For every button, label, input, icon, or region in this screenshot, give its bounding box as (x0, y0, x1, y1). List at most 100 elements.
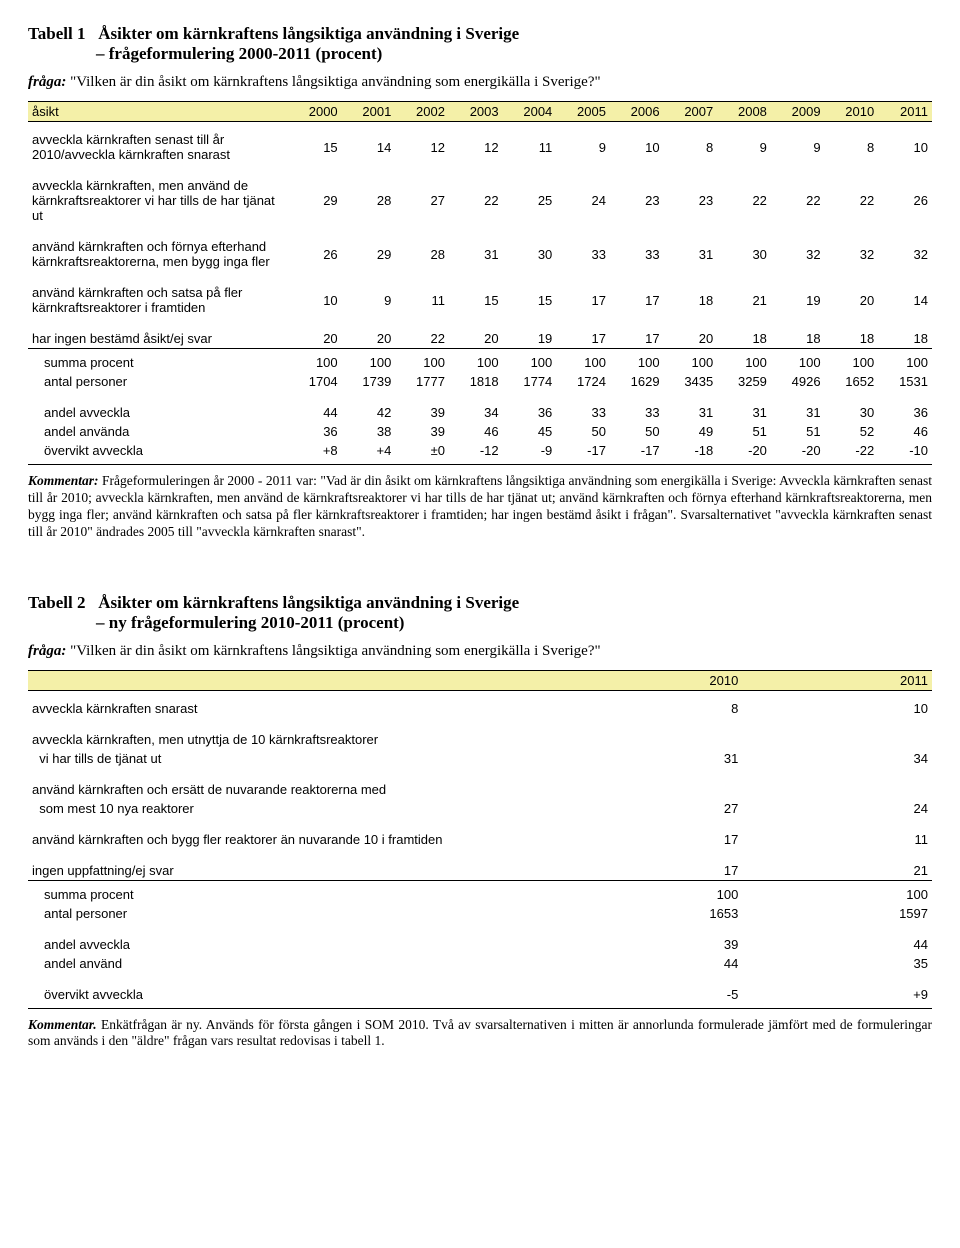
tabell2-question: fråga: "Vilken är din åsikt om kärnkraft… (28, 643, 932, 660)
cell: 18 (664, 271, 718, 317)
row-label: avveckla kärnkraften, men utnyttja de 10… (28, 718, 932, 749)
table-row: andel använda363839464550504951515246 (28, 422, 932, 441)
cell: 100 (610, 349, 664, 373)
table-row: använd kärnkraften och ersätt de nuvaran… (28, 768, 932, 799)
cell: 8 (553, 690, 743, 718)
cell: 29 (342, 225, 396, 271)
cell: 17 (610, 317, 664, 349)
cell: 100 (503, 349, 557, 373)
cell: 100 (742, 880, 932, 904)
table-row: andel avveckla3944 (28, 923, 932, 954)
cell: 18 (878, 317, 932, 349)
cell: 33 (556, 225, 610, 271)
cell: -18 (664, 441, 718, 465)
cell: 11 (395, 271, 449, 317)
cell: 100 (556, 349, 610, 373)
row-label: övervikt avveckla (28, 441, 288, 465)
tabell1-kommentar-lead: Kommentar: (28, 473, 99, 488)
cell: 8 (825, 122, 879, 165)
cell: 49 (664, 422, 718, 441)
cell: 31 (771, 391, 825, 422)
row-label: summa procent (28, 349, 288, 373)
cell: 22 (771, 164, 825, 225)
cell: 18 (771, 317, 825, 349)
row-label: övervikt avveckla (28, 973, 553, 1009)
cell: 22 (825, 164, 879, 225)
row-label: vi har tills de tjänat ut (28, 749, 553, 768)
cell: 34 (742, 749, 932, 768)
year-col: 2008 (717, 102, 771, 122)
cell: 1818 (449, 372, 503, 391)
cell: 17 (553, 849, 743, 881)
tabell2-table: 2010 2011 avveckla kärnkraften snarast81… (28, 670, 932, 1009)
cell: 30 (503, 225, 557, 271)
row-label: ingen uppfattning/ej svar (28, 849, 553, 881)
table-row: använd kärnkraften och satsa på fler kär… (28, 271, 932, 317)
cell: 1653 (553, 904, 743, 923)
tabell2-kommentar-lead: Kommentar. (28, 1017, 97, 1032)
table-row: avveckla kärnkraften, men utnyttja de 10… (28, 718, 932, 749)
row-label: använd kärnkraften och ersätt de nuvaran… (28, 768, 932, 799)
tabell1-title-line1: Åsikter om kärnkraftens långsiktiga anvä… (98, 24, 519, 43)
year-col: 2002 (395, 102, 449, 122)
cell: 23 (610, 164, 664, 225)
table-row: har ingen bestämd åsikt/ej svar202022201… (28, 317, 932, 349)
cell: 15 (503, 271, 557, 317)
cell: -5 (553, 973, 743, 1009)
cell: 10 (288, 271, 342, 317)
cell: 1597 (742, 904, 932, 923)
tabell2-title-line2: – ny frågeformulering 2010-2011 (procent… (28, 613, 932, 633)
table-row: övervikt avveckla-5+9 (28, 973, 932, 1009)
cell: 50 (610, 422, 664, 441)
cell: 20 (664, 317, 718, 349)
table-row: summa procent100100100100100100100100100… (28, 349, 932, 373)
cell: 19 (771, 271, 825, 317)
cell: +8 (288, 441, 342, 465)
cell: 17 (556, 271, 610, 317)
cell: 35 (742, 954, 932, 973)
cell: 19 (503, 317, 557, 349)
cell: 18 (825, 317, 879, 349)
cell: 20 (449, 317, 503, 349)
cell: 14 (342, 122, 396, 165)
year-col: 2010 (553, 670, 743, 690)
cell: 36 (503, 391, 557, 422)
row-label: har ingen bestämd åsikt/ej svar (28, 317, 288, 349)
cell: 100 (288, 349, 342, 373)
tabell1-title-line2: – frågeformulering 2000-2011 (procent) (28, 44, 932, 64)
cell: 14 (878, 271, 932, 317)
row-label: använd kärnkraften och satsa på fler kär… (28, 271, 288, 317)
cell: -17 (556, 441, 610, 465)
cell: 9 (771, 122, 825, 165)
cell: 28 (395, 225, 449, 271)
year-col: 2007 (664, 102, 718, 122)
cell: 27 (553, 799, 743, 818)
cell: 33 (610, 225, 664, 271)
year-col: 2003 (449, 102, 503, 122)
tabell1-label: Tabell 1 (28, 24, 85, 43)
cell: 11 (742, 818, 932, 849)
tabell2-heading: Tabell 2 Åsikter om kärnkraftens långsik… (28, 593, 932, 633)
tabell1-question-lead: fråga: (28, 74, 66, 90)
tabell1-kommentar-text: Frågeformuleringen år 2000 - 2011 var: "… (28, 473, 932, 539)
table-row: ingen uppfattning/ej svar1721 (28, 849, 932, 881)
cell: -20 (717, 441, 771, 465)
cell: 9 (717, 122, 771, 165)
table-row: avveckla kärnkraften, men använd de kärn… (28, 164, 932, 225)
cell: 20 (342, 317, 396, 349)
cell: 30 (717, 225, 771, 271)
cell: 31 (449, 225, 503, 271)
cell: 100 (717, 349, 771, 373)
cell: 31 (664, 225, 718, 271)
cell: 3259 (717, 372, 771, 391)
year-col: 2006 (610, 102, 664, 122)
cell: 52 (825, 422, 879, 441)
cell: 34 (449, 391, 503, 422)
cell: 46 (449, 422, 503, 441)
cell: 100 (342, 349, 396, 373)
cell: 23 (664, 164, 718, 225)
row-label: avveckla kärnkraften snarast (28, 690, 553, 718)
year-col: 2009 (771, 102, 825, 122)
cell: 100 (878, 349, 932, 373)
tabell2-kommentar: Kommentar. Enkätfrågan är ny. Används fö… (28, 1017, 932, 1051)
